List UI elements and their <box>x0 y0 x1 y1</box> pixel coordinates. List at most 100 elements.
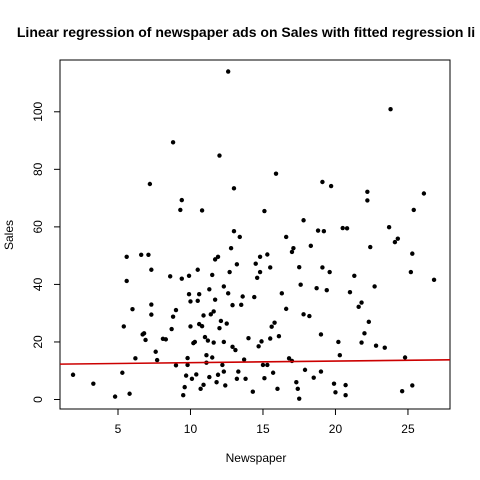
data-point <box>169 326 174 332</box>
data-point <box>149 312 154 317</box>
data-point <box>382 345 387 350</box>
regression-line <box>60 359 450 365</box>
data-point <box>243 376 248 381</box>
data-point <box>241 357 247 362</box>
data-point <box>201 382 206 388</box>
data-point <box>315 228 321 233</box>
data-point <box>225 69 231 74</box>
data-point <box>373 343 379 348</box>
data-point <box>127 391 132 396</box>
data-point <box>276 334 282 339</box>
data-point <box>221 284 227 289</box>
data-point <box>233 347 238 353</box>
data-point <box>227 269 232 275</box>
data-point <box>336 339 341 345</box>
data-point <box>231 186 237 191</box>
data-point <box>372 284 377 289</box>
data-point <box>199 323 205 329</box>
data-point <box>337 352 343 358</box>
data-point <box>314 285 319 291</box>
data-point <box>218 318 224 324</box>
data-point <box>257 269 263 275</box>
y-tick-label: 40 <box>31 277 45 291</box>
data-point <box>221 369 227 374</box>
data-point <box>167 274 173 279</box>
data-point <box>211 340 216 345</box>
data-point <box>272 320 277 325</box>
data-point <box>186 292 192 297</box>
data-point <box>199 208 205 213</box>
data-point <box>217 325 222 331</box>
data-point <box>194 372 199 377</box>
data-point <box>352 273 357 278</box>
data-point <box>324 287 329 293</box>
data-point <box>301 312 306 317</box>
data-point <box>141 331 147 336</box>
data-point <box>185 362 190 368</box>
data-point <box>146 252 151 257</box>
data-points <box>70 69 437 401</box>
x-tick-label: 25 <box>401 422 415 436</box>
data-point <box>356 304 361 310</box>
data-point <box>188 299 193 304</box>
y-axis-label: Sales <box>2 220 16 250</box>
x-tick-label: 5 <box>115 422 122 436</box>
data-point <box>366 319 372 325</box>
data-point <box>179 276 184 281</box>
data-point <box>331 381 337 386</box>
data-point <box>343 392 348 398</box>
data-point <box>138 252 144 257</box>
data-point <box>410 251 415 256</box>
data-point <box>207 374 212 380</box>
data-point <box>179 197 184 203</box>
data-point <box>215 254 221 259</box>
data-point <box>154 357 160 363</box>
data-point <box>91 381 96 386</box>
data-point <box>327 269 332 275</box>
chart-title: Linear regression of newspaper ads on Sa… <box>17 24 475 40</box>
data-point <box>411 207 416 213</box>
data-point <box>270 370 276 375</box>
data-point <box>195 267 200 272</box>
data-point <box>302 367 308 373</box>
data-point <box>210 355 215 360</box>
data-point <box>262 376 267 381</box>
data-point <box>359 300 364 305</box>
data-point <box>189 376 195 381</box>
data-point <box>410 383 415 388</box>
y-tick-label: 60 <box>31 220 45 234</box>
data-point <box>320 179 325 185</box>
data-point <box>149 302 154 307</box>
data-point <box>149 267 154 272</box>
y-tick-label: 80 <box>31 162 45 176</box>
data-point <box>395 236 401 241</box>
data-point <box>178 207 183 213</box>
data-point <box>230 302 235 308</box>
data-point <box>262 208 267 214</box>
data-point <box>260 362 266 368</box>
data-point <box>275 386 280 392</box>
data-point <box>298 282 303 287</box>
data-point <box>237 234 242 240</box>
data-point <box>198 386 203 392</box>
data-point <box>173 307 179 313</box>
data-point <box>362 331 367 336</box>
data-point <box>124 278 129 284</box>
data-point <box>120 370 125 375</box>
data-point <box>240 294 245 299</box>
plot-frame <box>59 59 451 410</box>
data-point <box>230 344 235 350</box>
data-point <box>250 389 256 394</box>
data-point <box>259 339 264 344</box>
data-point <box>252 294 257 300</box>
data-point <box>421 191 427 196</box>
data-point <box>289 249 295 255</box>
data-point <box>431 277 437 283</box>
data-point <box>192 339 198 345</box>
data-point <box>297 396 302 401</box>
y-tick-label: 20 <box>31 335 45 349</box>
data-point <box>294 380 299 385</box>
data-point <box>392 239 398 245</box>
data-point <box>201 313 206 318</box>
data-point <box>273 171 279 176</box>
